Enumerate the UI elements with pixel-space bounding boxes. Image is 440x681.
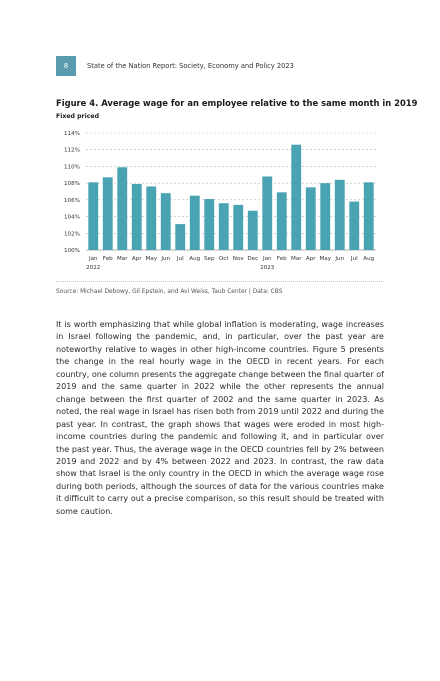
x-tick-label: Nov [233,256,245,262]
page-number-badge: 8 [56,56,76,76]
bar [262,176,273,250]
bar [247,210,258,250]
y-tick-label: 102% [64,231,80,237]
y-tick-label: 106% [64,198,80,204]
bar [218,203,229,250]
y-tick-label: 110% [64,164,80,170]
bar [320,183,331,250]
x-tick-label: Dec [247,256,258,262]
bar [334,179,345,250]
figure-title: Figure 4. Average wage for an employee r… [56,98,418,108]
y-tick-label: 104% [64,215,80,221]
bar [131,183,142,250]
x-tick-label: Apr [132,256,142,262]
figure-subtitle: Fixed priced [56,113,100,120]
bar [160,193,171,250]
x-tick-label: May [319,256,331,262]
bar [102,177,113,250]
x-tick-label: Jan [88,256,98,262]
bar [349,201,360,250]
bar [189,195,200,250]
x-tick-label: Mar [291,256,302,262]
bar [204,199,215,250]
body-paragraph: It is worth emphasizing that while globa… [56,320,384,516]
y-tick-label: 114% [64,131,80,137]
bar [276,192,287,250]
x-tick-label: Jul [350,256,358,262]
y-tick-label: 108% [64,181,80,187]
x-tick-label: Oct [219,256,229,262]
x-tick-label: Mar [117,256,128,262]
y-tick-label: 112% [64,148,80,154]
x-tick-label: Feb [277,256,287,262]
running-header: State of the Nation Report: Society, Eco… [87,62,294,70]
wage-chart-svg: 100% 102% 104% 106% 108% 110% 112% 114% Jan Feb Ma… [64,131,376,271]
source-divider [56,281,384,282]
x-tick-label: Aug [363,256,374,262]
bar [233,204,244,250]
bar [175,224,186,250]
bar [305,187,316,250]
x-tick-label: Jul [176,256,184,262]
x-tick-label: Aug [189,256,200,262]
page-number: 8 [63,62,69,70]
x-tick-label: Apr [306,256,316,262]
bar [88,182,99,250]
x-tick-label: Sep [204,256,215,262]
x-tick-label: Jan [262,256,272,262]
wage-chart: 100% 102% 104% 106% 108% 110% 112% 114% Jan Feb Ma… [56,124,386,278]
bar [146,186,157,250]
x-year-label: 2023 [260,265,275,271]
x-tick-label: Jun [334,256,344,262]
bar [363,182,374,250]
x-year-label: 2022 [86,265,100,271]
x-tick-label: Feb [103,256,113,262]
bar [117,167,128,250]
x-tick-label: Jun [160,256,170,262]
x-tick-label: May [145,256,157,262]
figure-source: Source: Michael Debowy, Gil Epstein, and… [56,289,283,295]
y-tick-label: 100% [64,248,80,254]
bar [291,144,302,250]
